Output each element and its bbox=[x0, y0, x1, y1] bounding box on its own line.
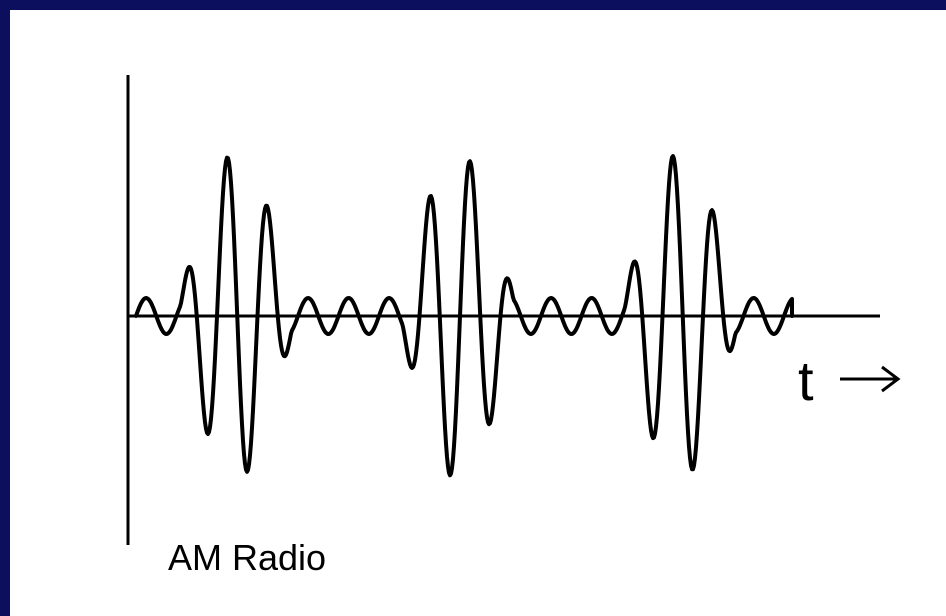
right-arrow-icon bbox=[840, 365, 901, 393]
diagram-caption: AM Radio bbox=[168, 537, 327, 578]
slide-canvas: t AM Radio bbox=[10, 10, 946, 616]
am-waveform-diagram bbox=[126, 75, 880, 545]
am-wave bbox=[134, 154, 794, 478]
time-axis-label: t bbox=[798, 349, 814, 412]
